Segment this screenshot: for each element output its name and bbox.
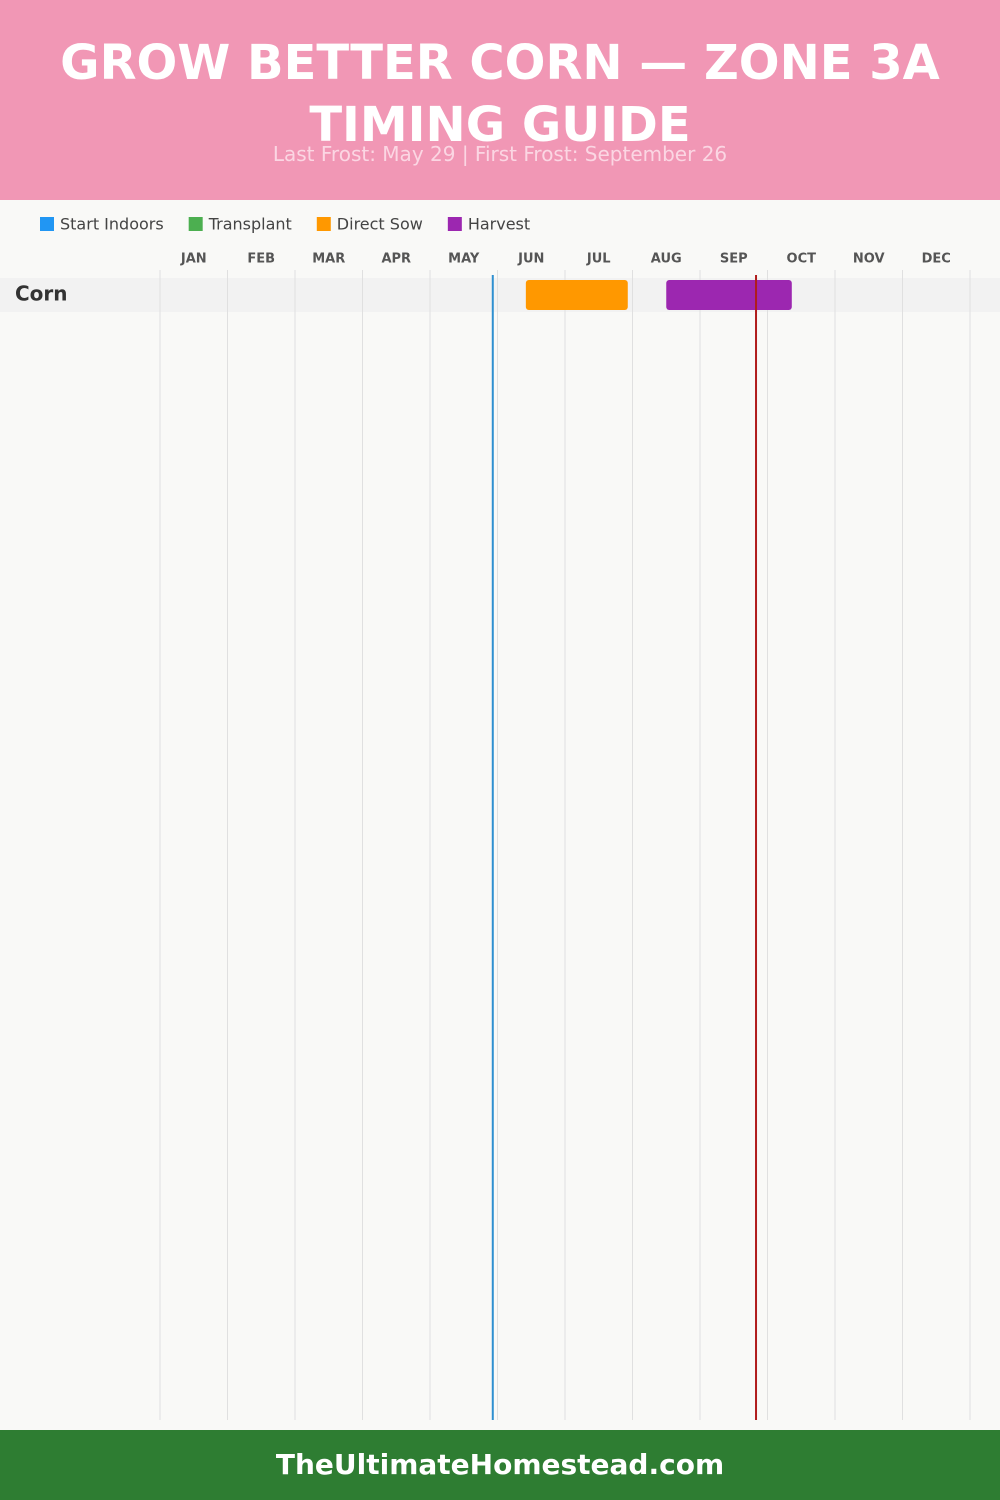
x-tick-label: MAR [312,252,345,267]
x-tick-label: FEB [247,252,275,267]
legend-label: Direct Sow [337,215,423,234]
legend-swatch [40,217,54,231]
chart: JAN FEB MAR APR MAY JUN JUL AUG SEP OCT NOV DEC Star… [0,215,1000,1420]
legend-label: Harvest [468,215,530,234]
legend-label: Start Indoors [60,215,164,234]
x-tick-label: NOV [853,252,885,267]
legend-label: Transplant [208,215,292,234]
legend-swatch [316,217,331,231]
x-tick-label: AUG [651,252,682,267]
header: GROW BETTER CORN — ZONE 3A TIMING GUIDE … [0,0,1000,200]
x-tick-label: OCT [787,252,817,267]
x-tick-label: JUL [586,252,611,267]
bar [666,280,792,310]
footer: TheUltimateHomestead.com [0,1430,1000,1500]
x-tick-label: APR [381,252,411,267]
row-label: Corn [15,282,68,306]
legend-swatch [188,217,203,231]
x-tick-label: DEC [922,252,951,267]
bar [525,280,628,310]
chart-title: GROW BETTER CORN — ZONE 3A TIMING GUIDE [60,35,940,153]
legend-swatch [447,217,462,231]
x-tick-label: JUN [517,252,544,267]
row-band [0,278,1000,312]
x-tick-label: MAY [448,252,480,267]
x-tick-label: SEP [720,252,748,267]
x-tick-label: JAN [180,252,207,267]
chart-subtitle: Last Frost: May 29 | First Frost: Septem… [272,142,728,166]
